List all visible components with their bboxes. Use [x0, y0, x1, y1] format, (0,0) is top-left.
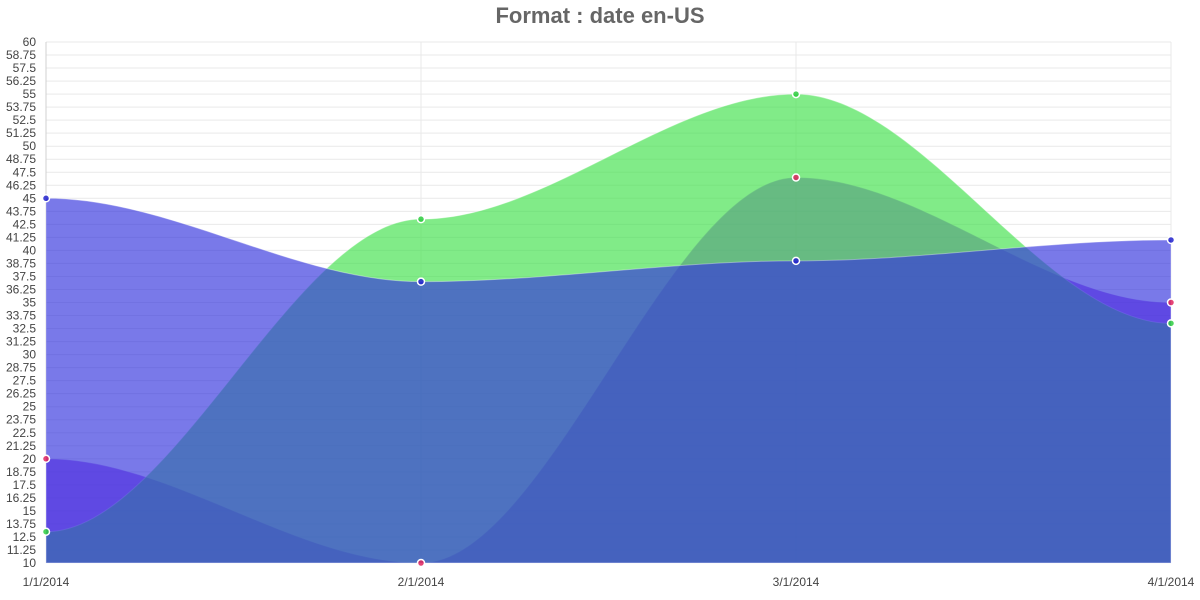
series-points [41, 89, 1176, 568]
y-tick-label: 51.25 [6, 126, 36, 140]
y-tick-label: 60 [23, 35, 37, 49]
series-area-3 [45, 197, 1172, 564]
y-tick-label: 50 [23, 139, 37, 153]
x-tick-label: 1/1/2014 [23, 575, 70, 589]
y-tick-label: 52.5 [13, 113, 37, 127]
y-tick-label: 46.25 [6, 178, 36, 192]
y-tick-label: 22.5 [13, 426, 37, 440]
y-tick-label: 33.75 [6, 309, 36, 323]
x-axis-ticks: 1/1/2014 2/1/2014 3/1/2014 4/1/2014 [23, 575, 1195, 589]
data-point[interactable] [416, 214, 426, 224]
y-tick-label: 40 [23, 243, 37, 257]
y-tick-label: 35 [23, 296, 37, 310]
data-point[interactable] [416, 277, 426, 286]
y-tick-label: 57.5 [13, 61, 37, 75]
y-tick-label: 36.25 [6, 282, 36, 296]
y-tick-label: 31.25 [6, 335, 36, 349]
y-tick-label: 48.75 [6, 152, 36, 166]
y-tick-label: 42.5 [13, 217, 37, 231]
y-tick-label: 56.25 [6, 74, 36, 88]
y-tick-label: 55 [23, 87, 37, 101]
y-tick-label: 17.5 [13, 478, 37, 492]
y-axis-ticks: 1011.2512.513.751516.2517.518.752021.252… [6, 35, 36, 570]
x-tick-label: 2/1/2014 [398, 575, 445, 589]
data-point[interactable] [791, 173, 801, 182]
data-point[interactable] [416, 558, 426, 568]
data-point[interactable] [1166, 235, 1176, 245]
y-tick-label: 20 [23, 452, 37, 466]
chart-title: Format : date en-US [495, 3, 704, 28]
y-tick-label: 15 [23, 504, 37, 518]
y-tick-label: 37.5 [13, 269, 37, 283]
y-tick-label: 23.75 [6, 413, 36, 427]
y-tick-label: 21.25 [6, 439, 36, 453]
y-tick-label: 38.75 [6, 256, 36, 270]
series-areas [45, 93, 1172, 564]
y-tick-label: 16.25 [6, 491, 36, 505]
y-tick-label: 13.75 [6, 517, 36, 531]
data-point[interactable] [1166, 319, 1176, 328]
data-point[interactable] [41, 527, 51, 536]
y-tick-label: 45 [23, 191, 37, 205]
data-point[interactable] [791, 89, 801, 99]
y-tick-label: 10 [23, 556, 37, 570]
y-tick-label: 32.5 [13, 322, 37, 336]
y-tick-label: 30 [23, 348, 37, 362]
y-tick-label: 11.25 [7, 543, 36, 557]
y-tick-label: 25 [23, 400, 37, 414]
data-point[interactable] [41, 454, 51, 464]
y-tick-label: 53.75 [6, 100, 36, 114]
x-tick-label: 3/1/2014 [773, 575, 820, 589]
y-tick-label: 27.5 [13, 374, 37, 388]
data-point[interactable] [41, 194, 51, 203]
data-point[interactable] [1166, 298, 1176, 307]
y-tick-label: 41.25 [6, 230, 36, 244]
data-point[interactable] [791, 256, 801, 266]
y-tick-label: 28.75 [6, 361, 36, 375]
y-tick-label: 43.75 [6, 204, 36, 218]
y-tick-label: 47.5 [13, 165, 37, 179]
y-tick-label: 58.75 [6, 48, 36, 62]
x-tick-label: 4/1/2014 [1148, 575, 1195, 589]
y-tick-label: 26.25 [6, 387, 36, 401]
y-tick-label: 12.5 [13, 530, 37, 544]
y-tick-label: 18.75 [6, 465, 36, 479]
